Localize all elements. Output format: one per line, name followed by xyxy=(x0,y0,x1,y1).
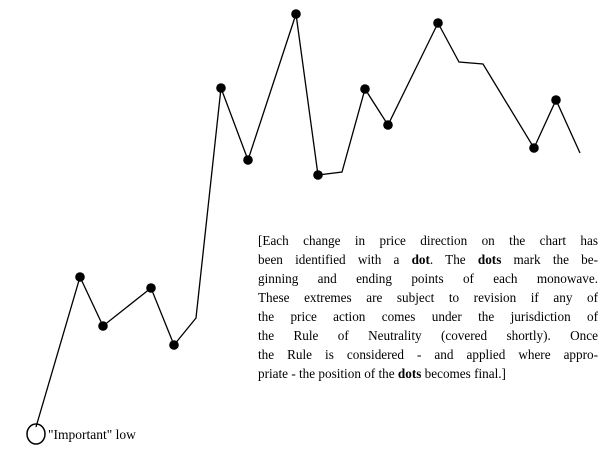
dot xyxy=(98,321,108,331)
dot xyxy=(243,155,253,165)
text: priate - the position of the xyxy=(258,366,398,381)
note-line: been identified with a dot. The dots mar… xyxy=(258,250,598,269)
dot xyxy=(313,170,323,180)
note-line: [Each change in price direction on the c… xyxy=(258,231,598,250)
dot xyxy=(360,84,370,94)
bold-text: dots xyxy=(397,366,422,381)
text: becomes final.] xyxy=(421,366,506,381)
text: These extremes are subject to revision i… xyxy=(258,290,598,305)
text: [Each change in price direction on the c… xyxy=(258,233,598,248)
dot xyxy=(383,120,393,130)
dot xyxy=(529,143,539,153)
note-line: the Rule of Neutrality (covered shortly)… xyxy=(258,326,598,345)
dot xyxy=(291,9,301,19)
text: been identified with a xyxy=(258,252,412,267)
dot xyxy=(169,340,179,350)
dot xyxy=(75,272,85,282)
text: ginning and ending points of each monowa… xyxy=(258,271,598,286)
text: mark the be- xyxy=(501,252,598,267)
text: the Rule of Neutrality (covered shortly)… xyxy=(258,328,598,343)
bold-text: dot xyxy=(411,252,430,267)
text: . The xyxy=(429,252,478,267)
low-label: "Important" low xyxy=(48,427,136,442)
note-line: priate - the position of the dots become… xyxy=(258,364,598,383)
dot xyxy=(216,83,226,93)
dot xyxy=(146,283,156,293)
bold-text: dots xyxy=(477,252,502,267)
text: the Rule is considered - and applied whe… xyxy=(258,347,598,362)
text: the price action comes under the jurisdi… xyxy=(258,309,598,324)
note-line: the Rule is considered - and applied whe… xyxy=(258,345,598,364)
low-marker xyxy=(26,423,46,445)
dot xyxy=(433,18,443,28)
note-line: the price action comes under the jurisdi… xyxy=(258,307,598,326)
dots xyxy=(75,9,561,350)
note-line: ginning and ending points of each monowa… xyxy=(258,269,598,288)
note-line: These extremes are subject to revision i… xyxy=(258,288,598,307)
dot xyxy=(551,95,561,105)
